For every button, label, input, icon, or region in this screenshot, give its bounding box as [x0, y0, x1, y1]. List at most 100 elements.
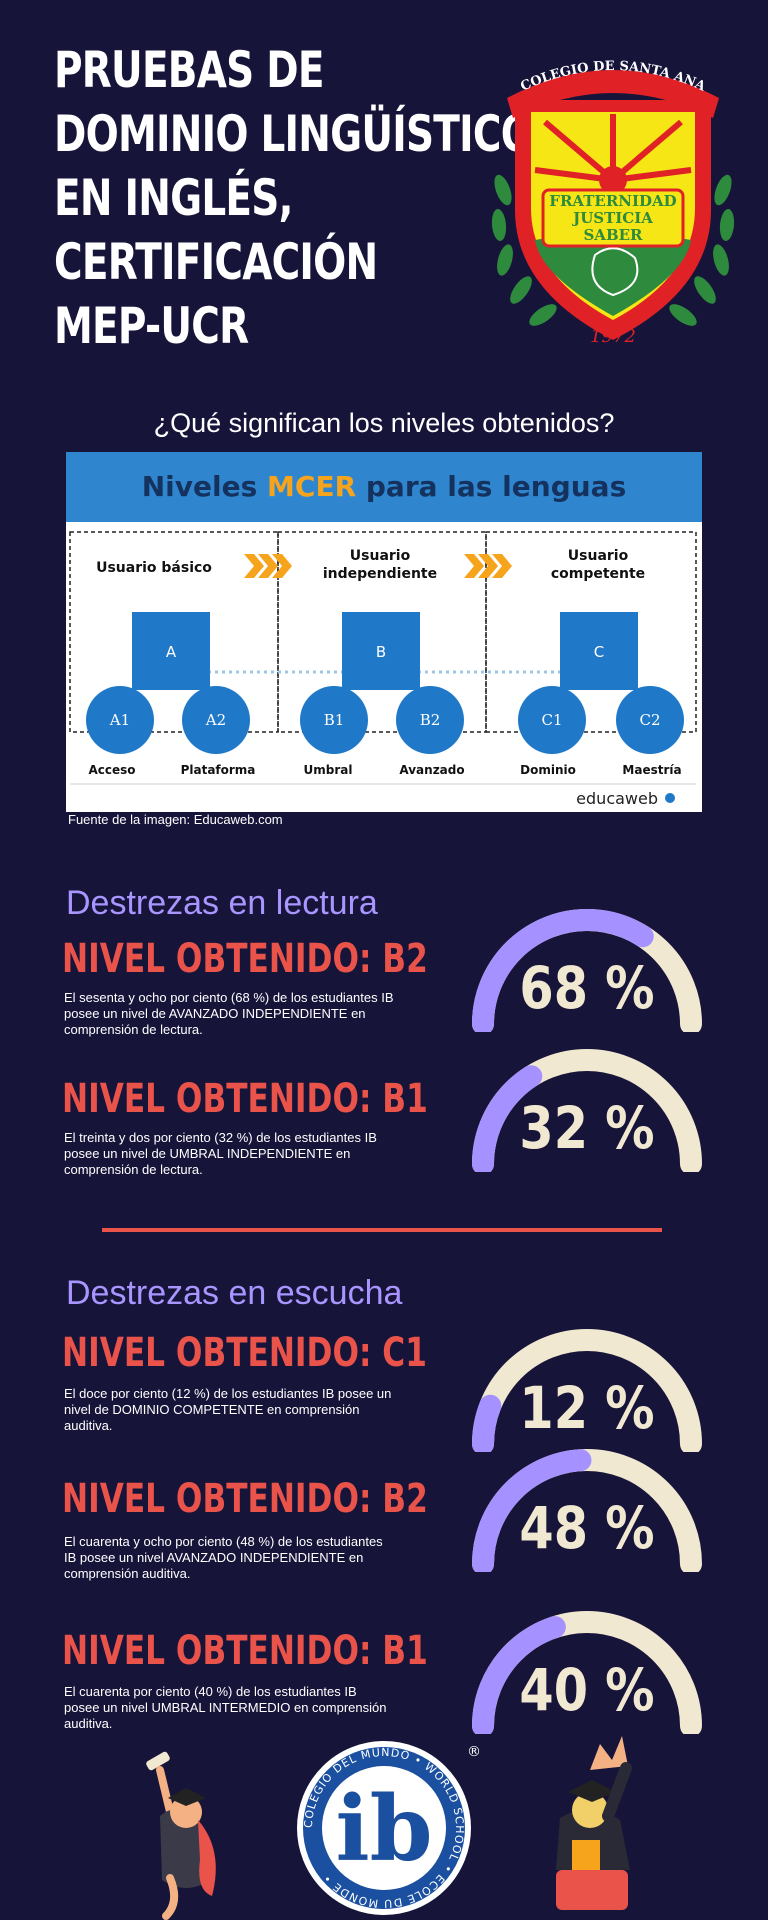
description-line: auditiva. — [64, 1716, 113, 1731]
listening-gauge: 12 % — [462, 1322, 712, 1455]
description-line: comprensión auditiva. — [64, 1566, 191, 1581]
sublevel-name: Acceso — [88, 763, 135, 777]
laurel-icon — [491, 174, 735, 326]
reading-level-description: El treinta y dos por ciento (32 %) de lo… — [64, 1130, 436, 1178]
level-circle-a2 — [182, 686, 250, 754]
gauge-value: 68 % — [519, 954, 655, 1022]
listening-level-description: El cuarenta por ciento (40 %) de los est… — [64, 1684, 436, 1732]
sublevel-name: Umbral — [304, 763, 353, 777]
gauge-fill — [472, 909, 654, 1035]
gauge-arc — [472, 1049, 702, 1175]
group-label: independiente — [323, 566, 437, 582]
graduate-right-illustration — [556, 1736, 632, 1910]
title-line: EN INGLÉS, — [54, 169, 293, 227]
level-letter: C — [594, 643, 604, 661]
chevron-right-icon — [244, 554, 292, 578]
title-line: CERTIFICACIÓN — [54, 233, 378, 291]
gauge-fill — [472, 1394, 502, 1455]
sublevel-name: Dominio — [520, 763, 576, 777]
school-crest-logo: FRATERNIDAD JUSTICIA SABER COLEGIO DE SA… — [491, 59, 735, 347]
description-line: El sesenta y ocho por ciento (68 %) de l… — [64, 990, 394, 1005]
sublevel-label: B2 — [420, 711, 441, 729]
sublevel-label: A1 — [109, 711, 130, 729]
level-circle-a1 — [86, 686, 154, 754]
level-circle-b1 — [300, 686, 368, 754]
gauge-arc — [472, 1449, 702, 1575]
sublevel-label: B1 — [324, 711, 345, 729]
reading-gauge: 68 % — [462, 902, 712, 1035]
listening-gauge: 40 % — [462, 1604, 712, 1737]
registered-mark: ® — [467, 1744, 481, 1760]
description-line: nivel de DOMINIO COMPETENTE en comprensi… — [64, 1402, 360, 1417]
sublevel-label: C1 — [541, 711, 562, 729]
gauge-fill — [472, 1065, 543, 1175]
sublevel-name: Plataforma — [181, 763, 256, 777]
crest-motto-line: SABER — [583, 226, 643, 244]
gauge-value: 12 % — [519, 1374, 655, 1442]
description-line: auditiva. — [64, 1418, 113, 1433]
reading-gauge: 32 % — [462, 1042, 712, 1175]
mcer-title-prefix: Niveles — [141, 470, 258, 503]
description-line: posee un nivel de AVANZADO INDEPENDIENTE… — [64, 1006, 366, 1021]
level-circle-c2 — [616, 686, 684, 754]
gauge-fill — [472, 1616, 566, 1737]
gauge-value: 40 % — [519, 1656, 655, 1724]
sublevel-label: A2 — [205, 711, 226, 729]
gauge-arc — [472, 1329, 702, 1455]
description-line: El treinta y dos por ciento (32 %) de lo… — [64, 1130, 377, 1145]
level-letter: B — [376, 643, 386, 661]
mcer-title: Niveles MCER para las lenguas — [66, 452, 702, 522]
title-line: DOMINIO LINGÜÍSTICO — [54, 105, 534, 163]
listening-level-title: NIVEL OBTENIDO: C1 — [62, 1330, 427, 1376]
description-line: El cuarenta por ciento (40 %) de los est… — [64, 1684, 357, 1699]
mcer-chart: Usuario básico Usuario independiente Usu… — [69, 531, 697, 808]
educaweb-logo-icon — [665, 793, 675, 803]
group-label: Usuario básico — [96, 560, 212, 576]
group-label: Usuario — [568, 548, 629, 564]
level-square-a — [132, 612, 210, 690]
educaweb-brand: educaweb — [576, 789, 658, 808]
page-title: PRUEBAS DE DOMINIO LINGÜÍSTICO EN INGLÉS… — [54, 38, 534, 358]
level-circle-b2 — [396, 686, 464, 754]
listening-level-description: El doce por ciento (12 %) de los estudia… — [64, 1386, 436, 1434]
crest-motto-line: FRATERNIDAD — [549, 192, 676, 210]
description-line: El doce por ciento (12 %) de los estudia… — [64, 1386, 392, 1401]
chevron-right-icon — [464, 554, 512, 578]
reading-section-title: Destrezas en lectura — [66, 884, 378, 922]
graduate-left-illustration — [146, 1751, 216, 1920]
group-label: Usuario — [350, 548, 411, 564]
listening-level-title: NIVEL OBTENIDO: B1 — [62, 1628, 428, 1674]
listening-gauge: 48 % — [462, 1442, 712, 1575]
title-line: PRUEBAS DE — [54, 41, 325, 99]
reading-level-title: NIVEL OBTENIDO: B2 — [62, 936, 428, 982]
description-line: IB posee un nivel AVANZADO INDEPENDIENTE… — [64, 1550, 364, 1565]
section-divider — [102, 1228, 662, 1232]
description-line: posee un nivel UMBRAL INTERMEDIO en comp… — [64, 1700, 387, 1715]
gauge-arc — [472, 909, 702, 1035]
gauge-value: 32 % — [519, 1094, 655, 1162]
group-label: competente — [551, 566, 645, 582]
image-source: Fuente de la imagen: Educaweb.com — [68, 812, 283, 827]
question-heading: ¿Qué significan los niveles obtenidos? — [153, 408, 615, 438]
listening-level-description: El cuarenta y ocho por ciento (48 %) de … — [64, 1534, 436, 1582]
description-line: comprensión de lectura. — [64, 1022, 203, 1037]
footer-illustrations: COLEGIO DEL MUNDO • WORLD SCHOOL • ÉCOLE… — [146, 1736, 632, 1920]
gauge-arc — [472, 1611, 702, 1737]
reading-level-title: NIVEL OBTENIDO: B1 — [62, 1076, 428, 1122]
mcer-title-suffix: para las lenguas — [365, 470, 627, 503]
listening-level-title: NIVEL OBTENIDO: B2 — [62, 1476, 428, 1522]
crest-year: 1972 — [590, 326, 636, 347]
level-circle-c1 — [518, 686, 586, 754]
description-line: El cuarenta y ocho por ciento (48 %) de … — [64, 1534, 383, 1549]
level-square-b — [342, 612, 420, 690]
reading-level-description: El sesenta y ocho por ciento (68 %) de l… — [64, 990, 436, 1038]
sublevel-name: Avanzado — [399, 763, 464, 777]
title-line: MEP-UCR — [54, 297, 249, 355]
description-line: comprensión de lectura. — [64, 1162, 203, 1177]
mcer-title-highlight: MCER — [267, 470, 357, 503]
crest-motto-line: JUSTICIA — [571, 209, 653, 227]
listening-section-title: Destrezas en escucha — [66, 1274, 403, 1312]
ib-letters: ib — [335, 1776, 432, 1882]
ib-world-school-logo: COLEGIO DEL MUNDO • WORLD SCHOOL • ÉCOLE… — [297, 1741, 481, 1915]
level-letter: A — [166, 643, 177, 661]
